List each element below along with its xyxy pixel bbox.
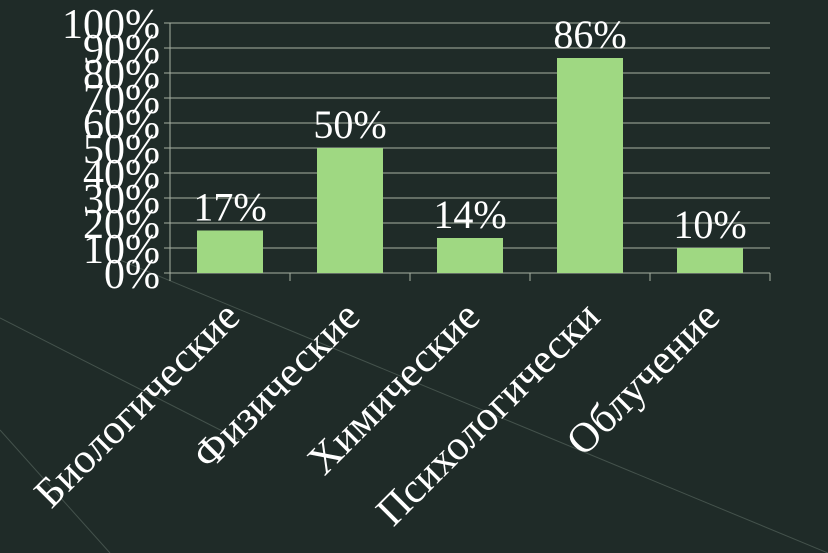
y-tick-label: 50% [83, 127, 160, 173]
y-tick-label: 100% [62, 2, 160, 48]
bar [437, 238, 503, 273]
y-tick-label: 20% [83, 202, 160, 248]
bar [557, 58, 623, 273]
y-tick-label: 90% [83, 27, 160, 73]
data-label: 17% [193, 185, 266, 230]
gridlines [170, 22, 770, 249]
decorative-lines [0, 259, 828, 553]
data-labels: 17% 50% 14% 86% 10% [193, 12, 746, 247]
y-tick-label: 30% [83, 177, 160, 223]
category-labels: БиологическиеФизическиеХимическиеПсихоло… [26, 294, 729, 535]
bar [677, 248, 743, 273]
data-label: 86% [553, 12, 626, 57]
data-label: 14% [433, 192, 506, 237]
data-label: 10% [673, 202, 746, 247]
data-label: 50% [313, 102, 386, 147]
y-tick-label: 40% [83, 152, 160, 198]
y-tick-label: 70% [83, 77, 160, 123]
bar [317, 148, 383, 273]
bar [197, 230, 263, 273]
y-axis-ticks: 0%10%20%30%40%50%60%70%80%90%100% [62, 2, 160, 298]
category-label: Психологически [368, 294, 609, 535]
y-tick-label: 0% [104, 252, 160, 298]
y-tick-label: 60% [83, 102, 160, 148]
y-tick-label: 80% [83, 52, 160, 98]
y-tick-label: 10% [83, 227, 160, 273]
bars [197, 58, 743, 273]
category-label: Биологические [26, 294, 249, 517]
